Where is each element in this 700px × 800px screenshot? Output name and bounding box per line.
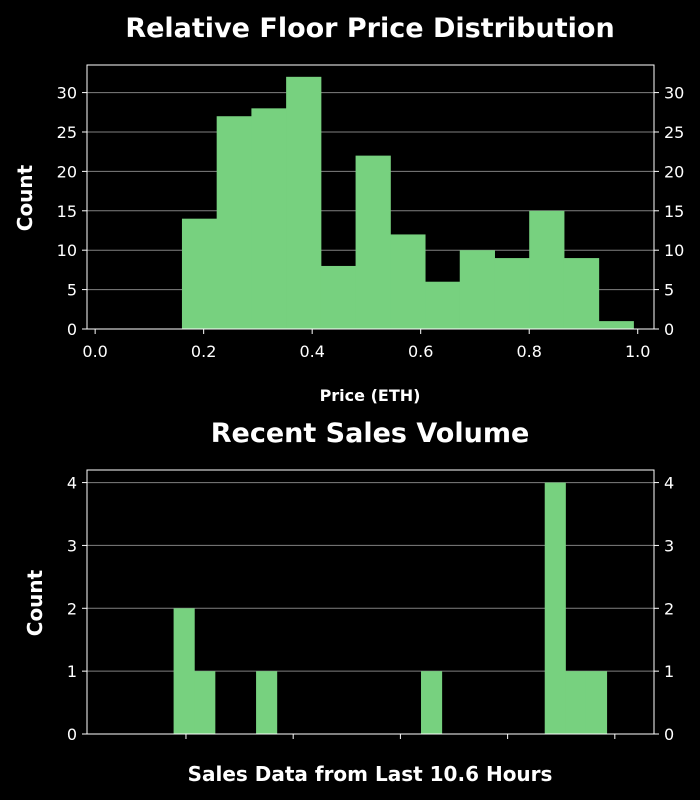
floor-price-chart: Relative Floor Price Distribution Count …	[13, 13, 684, 405]
histogram-bar	[598, 321, 634, 329]
histogram-bar	[181, 218, 218, 329]
histogram-bar	[459, 250, 495, 329]
y-tick-label-left: 25	[57, 123, 77, 142]
chart-1-plot-area: 0 0 5 5 10 10 15 15 20 20 25 25 30 30 0.0 0.2 0.4 0.6 0.8 1…	[57, 64, 684, 361]
y-tick-label-left: 0	[67, 725, 77, 744]
y-tick-label-left: 20	[57, 162, 77, 181]
y-tick-label-left: 15	[57, 202, 77, 221]
y-tick-label-right: 0	[664, 320, 674, 339]
y-tick-label-left: 10	[57, 241, 77, 260]
histogram-bar	[173, 608, 195, 734]
histogram-bar	[256, 671, 278, 734]
histogram-bar	[194, 671, 216, 734]
x-tick-label: 1.0	[625, 342, 650, 361]
x-tick-label: 0.4	[299, 342, 324, 361]
x-tick-label: 0.8	[516, 342, 541, 361]
histogram-bar	[320, 265, 357, 329]
y-tick-label-left: 4	[67, 474, 77, 493]
histogram-bar	[563, 258, 600, 329]
histogram-bar	[585, 671, 608, 734]
chart-1-title: Relative Floor Price Distribution	[125, 13, 614, 44]
chart-1-ylabel: Count	[13, 164, 37, 231]
y-tick-label-right: 1	[664, 662, 674, 681]
histogram-bar	[286, 76, 322, 329]
chart-2-title: Recent Sales Volume	[211, 418, 530, 449]
histogram-bar	[390, 234, 426, 329]
y-tick-label-left: 0	[67, 320, 77, 339]
axes-frame	[86, 469, 655, 735]
sales-volume-chart: Recent Sales Volume Count Sales Data fro…	[23, 418, 674, 786]
y-tick-label-left: 2	[67, 599, 77, 618]
y-tick-label-left: 1	[67, 662, 77, 681]
histogram-bar	[425, 281, 461, 329]
y-tick-label-right: 30	[664, 84, 684, 103]
histogram-bar	[216, 116, 252, 329]
y-tick-label-left: 3	[67, 536, 77, 555]
chart-2-plot-area: 0 0 1 1 2 2 3 3 4 4	[67, 469, 674, 744]
x-tick-label: 0.6	[408, 342, 433, 361]
y-tick-label-right: 0	[664, 725, 674, 744]
y-tick-label-right: 5	[664, 281, 674, 300]
y-tick-label-right: 3	[664, 536, 674, 555]
y-tick-label-left: 5	[67, 281, 77, 300]
chart-2-ylabel: Count	[23, 569, 47, 636]
histogram-bar	[355, 155, 391, 329]
histogram-bar	[529, 210, 565, 329]
y-tick-label-right: 25	[664, 123, 684, 142]
y-tick-label-right: 2	[664, 599, 674, 618]
histogram-bar	[544, 482, 566, 734]
histogram-bar	[251, 108, 287, 329]
chart-2-xlabel: Sales Data from Last 10.6 Hours	[188, 762, 553, 786]
chart-1-xlabel: Price (ETH)	[320, 386, 421, 405]
histogram-bar	[565, 671, 587, 734]
axes-frame	[86, 64, 655, 330]
histogram-bar	[494, 258, 530, 329]
y-tick-label-left: 30	[57, 84, 77, 103]
histogram-bar	[421, 671, 443, 734]
x-tick-label: 0.2	[191, 342, 216, 361]
x-tick-label: 0.0	[82, 342, 107, 361]
y-tick-label-right: 4	[664, 474, 674, 493]
y-tick-label-right: 20	[664, 162, 684, 181]
y-tick-label-right: 10	[664, 241, 684, 260]
y-tick-label-right: 15	[664, 202, 684, 221]
